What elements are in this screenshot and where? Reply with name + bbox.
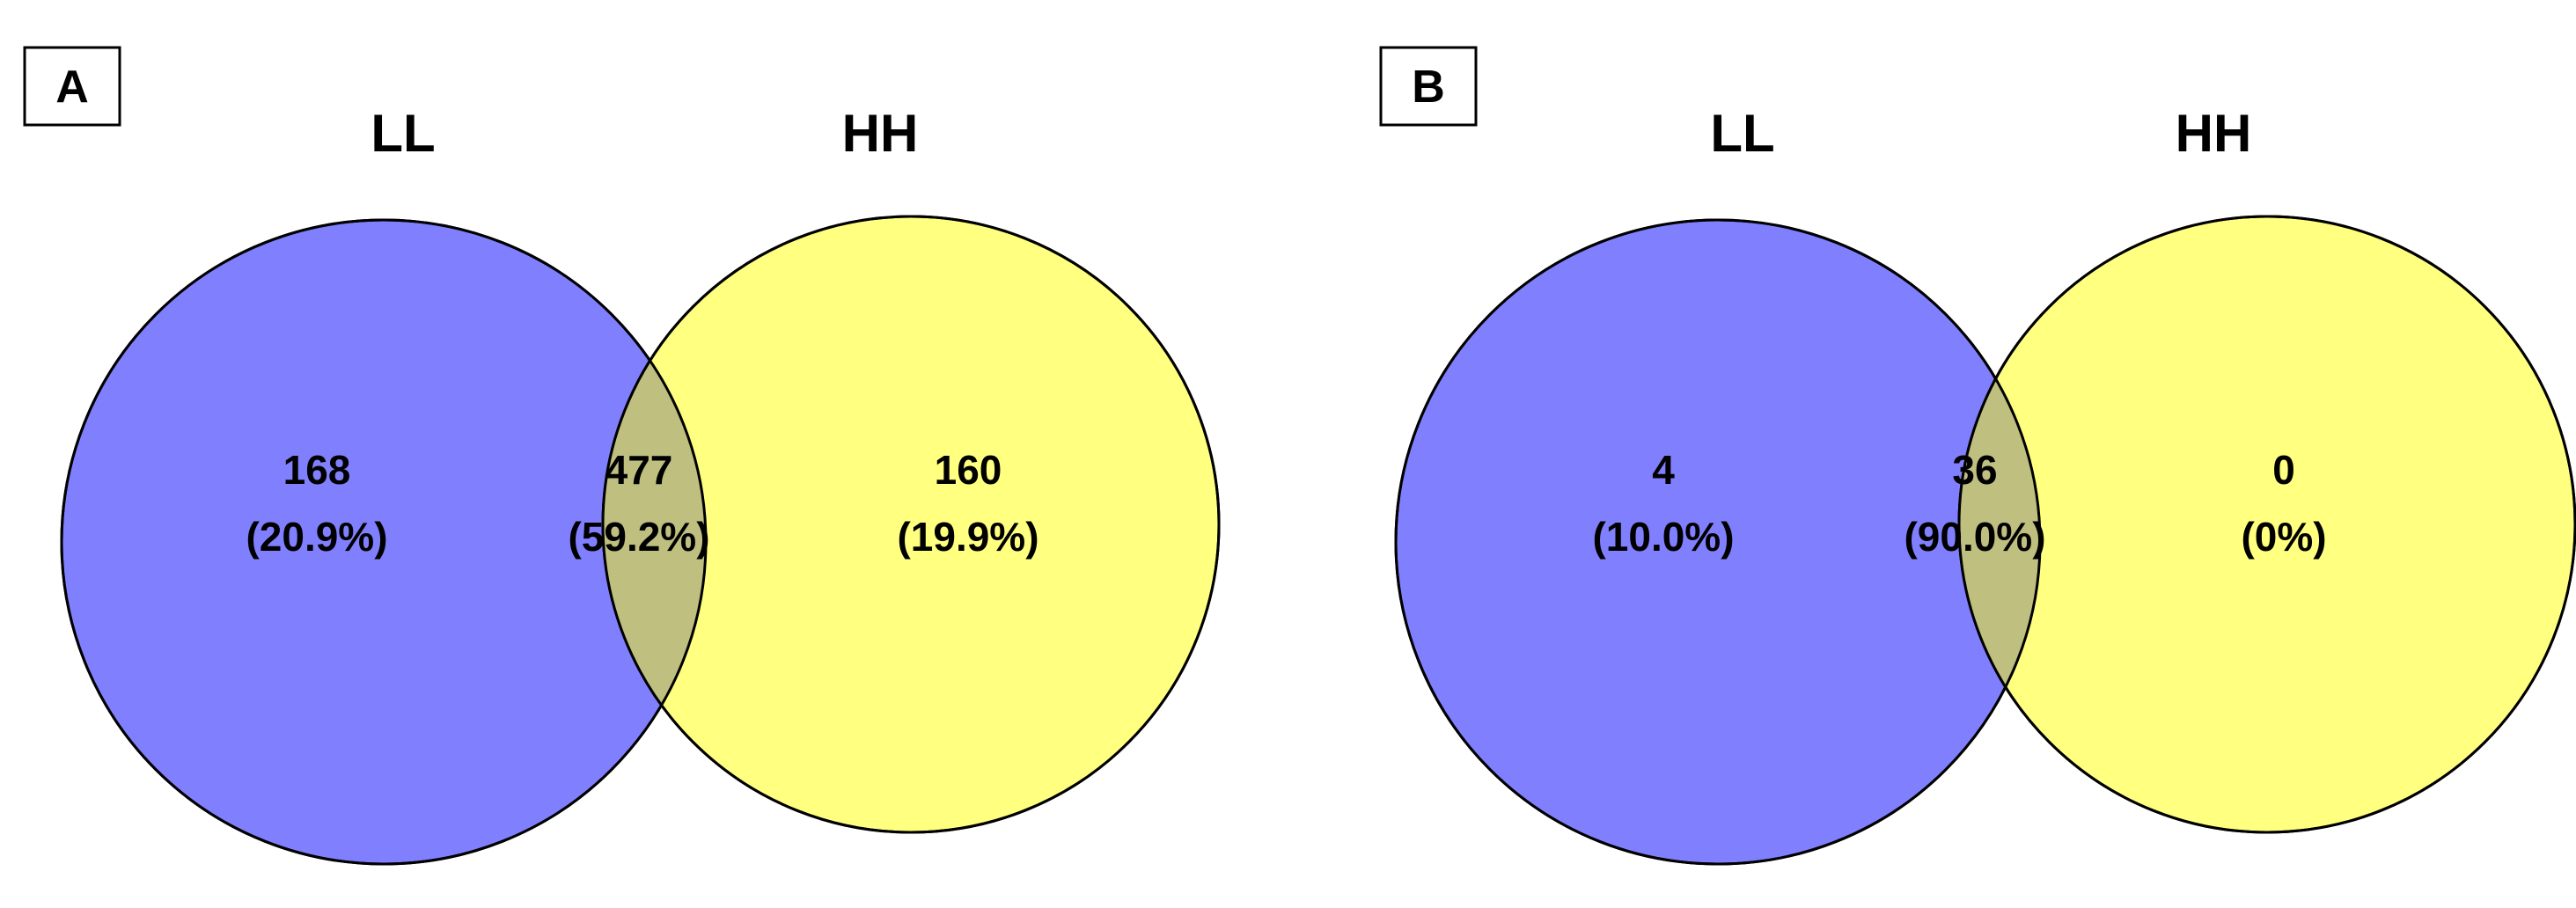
set-title-right: HH [2176, 104, 2252, 163]
right-only-count: 0 [2272, 447, 2295, 493]
set-title-left: LL [1710, 104, 1774, 163]
panel-label: B [1412, 62, 1445, 113]
set-title-right: HH [842, 104, 919, 163]
overlap-count: 477 [605, 447, 673, 493]
overlap-percent: (90.0%) [1904, 514, 2045, 560]
right-only-percent: (0%) [2241, 514, 2326, 560]
panel-label-box [1379, 46, 1478, 127]
left-only-percent: (10.0%) [1592, 514, 1734, 560]
overlap-percent: (59.2%) [568, 514, 709, 560]
set-outline-left [60, 218, 708, 866]
set-outline-left [1394, 218, 2042, 866]
overlap-count: 36 [1952, 447, 1997, 493]
panel-label-box [23, 46, 121, 127]
left-only-count: 168 [283, 447, 351, 493]
set-title-left: LL [371, 104, 435, 163]
panel-label: A [55, 62, 89, 113]
set-outline-right [601, 215, 1221, 834]
right-only-count: 160 [935, 447, 1002, 493]
set-outline-right [1957, 215, 2576, 834]
right-only-percent: (19.9%) [897, 514, 1038, 560]
left-only-count: 4 [1652, 447, 1675, 493]
left-only-percent: (20.9%) [246, 514, 387, 560]
venn-panel-a: A LL HH 168 (20.9%) 477 (59.2%) 160 (19.… [23, 46, 1221, 866]
venn-panel-b: B LL HH 4 (10.0%) 36 (90.0%) 0 (0%) [1379, 46, 2576, 866]
